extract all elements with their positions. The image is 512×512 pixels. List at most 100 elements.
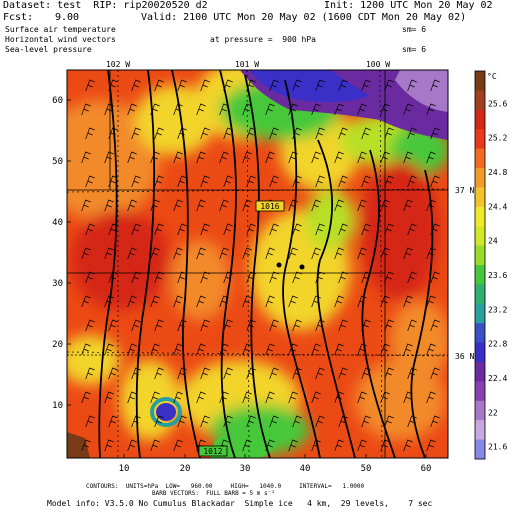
wind-barb: [196, 343, 206, 356]
wind-barb: [338, 271, 348, 284]
colorbar-label: 22.4: [488, 374, 507, 383]
colorbar-unit: °C: [487, 72, 497, 81]
field-pressure-smoothing: sm= 6: [402, 45, 427, 54]
wind-barb: [154, 127, 164, 140]
wind-barb: [380, 439, 390, 452]
wind-barb: [426, 391, 436, 404]
wind-barb: [292, 127, 302, 140]
colorbar-labels: 25.6 25.2 24.8 24.4 24 23.6 23.2 22.8 22.4 22 21.6: [488, 99, 507, 451]
y-tick-label: 40: [52, 218, 63, 228]
wind-barb: [265, 439, 275, 452]
wind-barb: [426, 247, 436, 260]
wind-barb: [131, 79, 141, 92]
wind-barb: [200, 79, 210, 92]
longitude-labels: 102 W 101 W 100 W: [106, 60, 390, 69]
wind-barb: [361, 223, 371, 236]
field-temperature-smoothing: sm= 6: [402, 25, 427, 34]
wind-barb: [242, 151, 252, 164]
wind-barb: [177, 319, 187, 332]
wind-barb: [292, 367, 302, 380]
x-tick-labels: 10 20 30 40 50 60: [119, 464, 432, 474]
wind-barb: [357, 247, 367, 260]
wind-barb: [150, 199, 160, 212]
wind-barb: [334, 199, 344, 212]
wind-barb: [380, 103, 390, 116]
wind-barb: [246, 271, 256, 284]
wind-barb: [223, 175, 233, 188]
contours-info: CONTOURS: UNITS=hPa LOW= 960.00 HIGH= 10…: [86, 483, 365, 490]
wind-barb: [426, 439, 436, 452]
wind-barb: [334, 343, 344, 356]
wind-barb: [150, 247, 160, 260]
wind-barb: [288, 151, 298, 164]
colorbar-segment: [475, 245, 485, 266]
wind-barb: [131, 223, 141, 236]
wind-barb: [81, 391, 91, 404]
colorbar-segment: [475, 226, 485, 247]
colorbar-segment: [475, 129, 485, 150]
temperature-field: [67, 70, 448, 458]
wind-barb: [315, 319, 325, 332]
y-tick-label: 10: [52, 401, 63, 411]
wind-barb: [173, 103, 183, 116]
wind-barb: [265, 295, 275, 308]
wind-barb: [154, 319, 164, 332]
boundary-lines: [67, 70, 448, 458]
wind-barb: [361, 127, 371, 140]
wind-barb: [407, 415, 417, 428]
colorbar-label: 22: [488, 408, 498, 417]
colorbar-segment: [475, 439, 485, 460]
wind-barb: [384, 271, 394, 284]
field-pressure: Sea-level pressure: [5, 45, 92, 54]
wind-barb: [292, 223, 302, 236]
wind-barb: [430, 319, 440, 332]
wind-barb: [384, 367, 394, 380]
x-tick-label: 30: [240, 464, 251, 474]
wind-barb: [108, 175, 118, 188]
wind-barb: [430, 271, 440, 284]
wind-barb: [311, 103, 321, 116]
wind-barb: [127, 439, 137, 452]
wind-barb: [338, 223, 348, 236]
wind-barb: [223, 367, 233, 380]
wind-barb: [81, 343, 91, 356]
wind-barb: [219, 247, 229, 260]
wind-barb: [131, 415, 141, 428]
wind-barb: [334, 103, 344, 116]
wind-barb: [85, 127, 95, 140]
wind-barb: [430, 367, 440, 380]
wind-barb: [292, 415, 302, 428]
wind-barbs: [81, 79, 440, 452]
valid-time: Valid: 2100 UTC Mon 20 May 02 (1600 CDT …: [141, 12, 467, 23]
wind-barb: [196, 199, 206, 212]
wind-barb: [177, 415, 187, 428]
wind-barb: [265, 343, 275, 356]
wind-barb: [292, 79, 302, 92]
forecast-label: Fcst:: [3, 12, 34, 23]
colorbar-label: 22.8: [488, 340, 507, 349]
wind-barb: [177, 79, 187, 92]
field-wind: Horizontal wind vectors: [5, 35, 116, 44]
longitude-label: 100 W: [366, 60, 390, 69]
wind-barb: [223, 223, 233, 236]
wind-barb: [173, 295, 183, 308]
wind-barb: [242, 103, 252, 116]
model-info: Model info: V3.5.0 No Cumulus Blackadar …: [47, 499, 433, 508]
wind-barb: [242, 295, 252, 308]
wind-barb: [430, 127, 440, 140]
wind-barb: [200, 415, 210, 428]
wind-barb: [242, 247, 252, 260]
wind-barb: [361, 271, 371, 284]
wind-barb: [315, 271, 325, 284]
wind-barb: [104, 439, 114, 452]
wind-barb: [269, 367, 279, 380]
wind-barb: [407, 319, 417, 332]
wind-barb: [407, 271, 417, 284]
wind-barb: [315, 367, 325, 380]
wind-barb: [223, 127, 233, 140]
colorbar-label: 24: [488, 237, 498, 246]
wind-barb: [338, 415, 348, 428]
wind-barb: [81, 103, 91, 116]
colorbar-label: 24.4: [488, 202, 507, 211]
